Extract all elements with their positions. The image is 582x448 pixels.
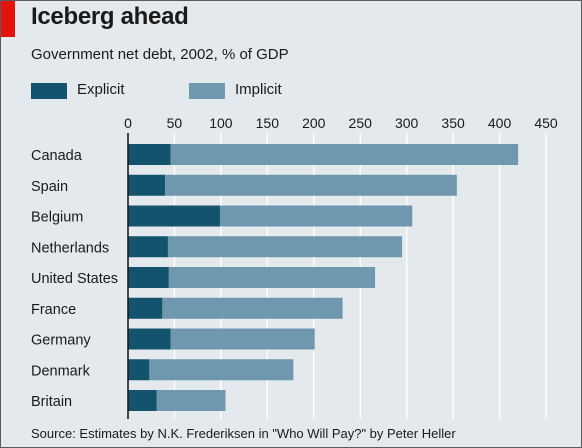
category-label: Spain [31,179,68,195]
legend-label-implicit: Implicit [235,81,282,98]
bar-explicit [128,236,168,258]
bar-explicit [128,328,171,350]
bar-explicit [128,144,171,165]
bar-explicit [128,174,166,196]
legend-label-explicit: Explicit [77,81,125,98]
chart-title: Iceberg ahead [31,3,189,30]
x-tick-label: 300 [395,115,419,131]
category-label: Netherlands [31,240,109,256]
bar-explicit [128,267,169,288]
bar-explicit [128,297,163,319]
legend-swatch-explicit [31,83,67,99]
category-label: Denmark [31,363,91,379]
x-tick-label: 350 [441,115,465,131]
x-tick-label: 100 [209,115,233,131]
bar-explicit [128,205,220,227]
bar-implicit [168,267,376,288]
category-label: Canada [31,148,83,164]
bar-implicit [162,297,343,319]
x-tick-label: 0 [124,115,132,131]
category-label: United States [31,271,118,287]
x-tick-label: 50 [167,115,183,131]
bar-implicit [170,328,315,350]
bar-implicit [149,359,294,381]
x-tick-label: 150 [256,115,280,131]
bar-explicit [128,359,150,381]
bar-implicit [170,144,519,165]
category-label: France [31,302,76,318]
x-tick-label: 400 [488,115,512,131]
bar-implicit [165,174,457,196]
bar-implicit [167,236,403,258]
x-tick-label: 250 [349,115,373,131]
chart-subtitle: Government net debt, 2002, % of GDP [31,46,289,63]
bar-implicit [219,205,413,227]
category-label: Belgium [31,210,83,226]
x-tick-label: 200 [302,115,326,131]
x-tick-label: 450 [534,115,558,131]
legend-swatch-implicit [189,83,225,99]
accent-bar [1,1,15,37]
category-label: Britain [31,394,72,410]
category-label: Germany [31,333,91,349]
bar-explicit [128,390,157,411]
bar-implicit [156,390,226,411]
source-note: Source: Estimates by N.K. Frederiksen in… [31,426,456,441]
